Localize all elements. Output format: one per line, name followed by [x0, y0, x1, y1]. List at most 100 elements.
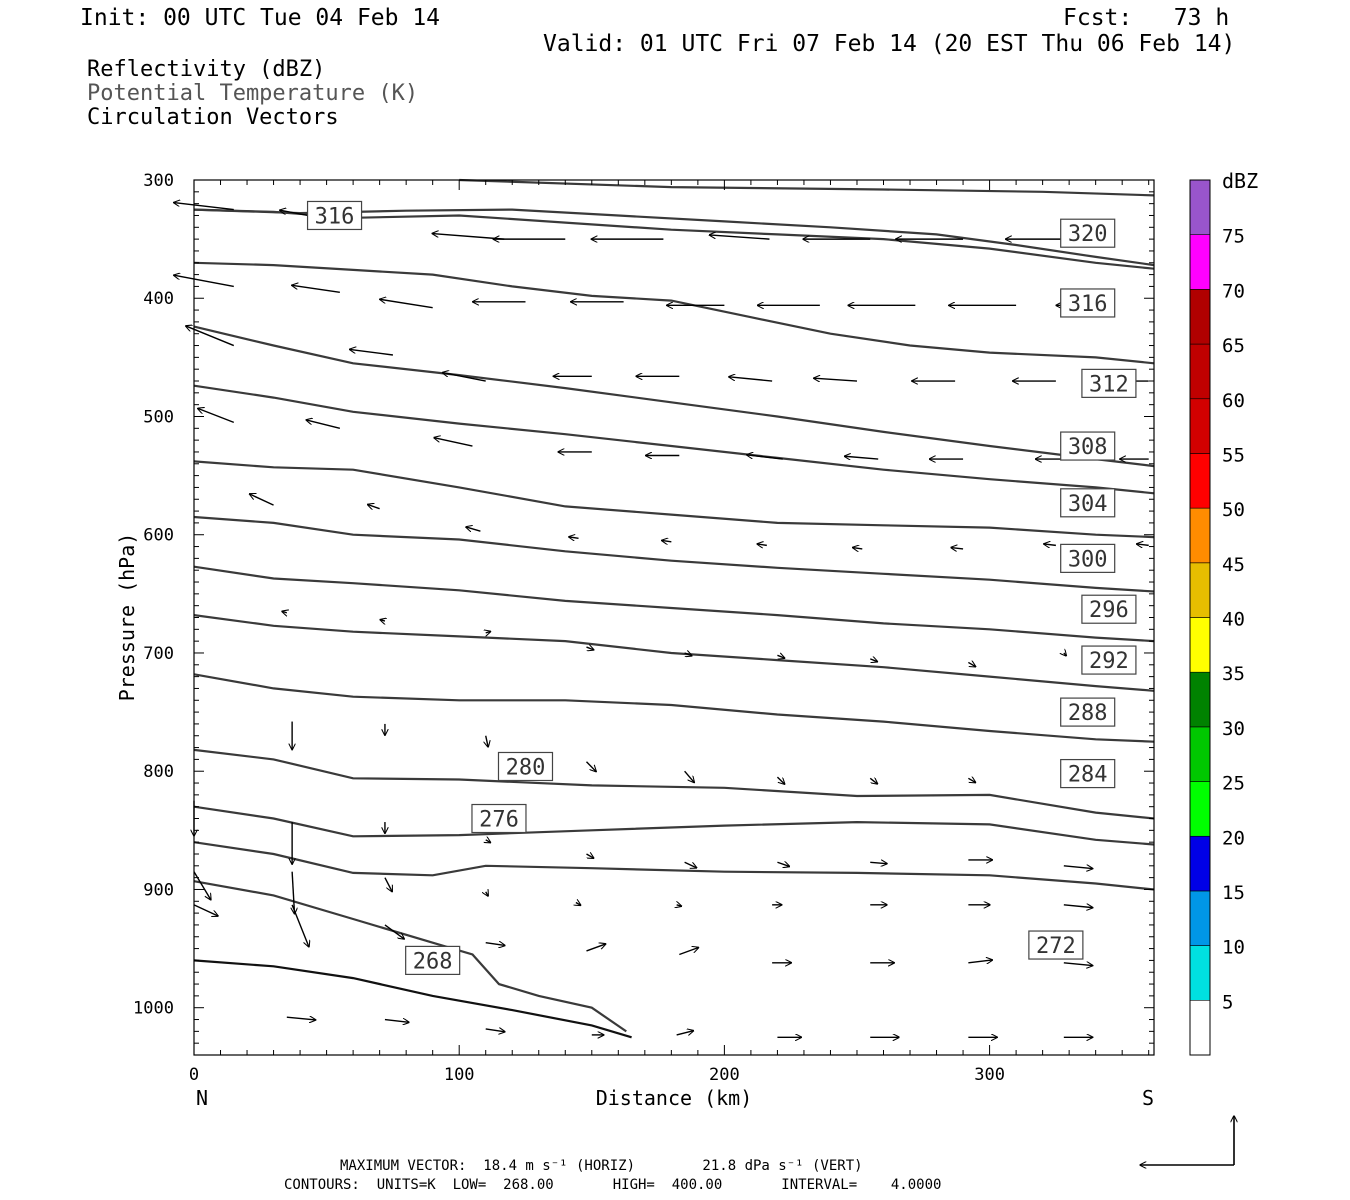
- vector-arrow: [292, 285, 340, 294]
- vector-arrow: [380, 620, 385, 621]
- vector-arrow: [198, 408, 235, 424]
- colorbar-level-label: 5: [1222, 991, 1233, 1013]
- vector-arrow: [684, 653, 692, 656]
- vector-arrow: [1063, 905, 1093, 908]
- x-axis-label: Distance (km): [596, 1086, 753, 1110]
- vector-arrow: [870, 862, 887, 863]
- vector-arrow: [1044, 544, 1056, 545]
- field-potential-temperature: Potential Temperature (K): [87, 81, 419, 106]
- y-tick-label: 500: [143, 407, 174, 427]
- contour-label-box: [1028, 930, 1084, 960]
- contour-label: 268: [413, 949, 453, 974]
- vector-arrow: [384, 1020, 409, 1023]
- contour-label: 292: [1089, 649, 1129, 674]
- colorbar-swatch: [1189, 453, 1211, 509]
- vector-arrow: [777, 655, 784, 658]
- y-tick-label: 900: [143, 880, 174, 900]
- y-tick-label: 300: [143, 171, 174, 191]
- contour-296: [193, 565, 1155, 643]
- x-tick-label: 100: [444, 1065, 475, 1085]
- colorbar-swatch: [1189, 289, 1211, 345]
- vector-arrow: [679, 947, 698, 956]
- max-vector-footnote: MAXIMUM VECTOR: 18.4 m s⁻¹ (HORIZ) 21.8 …: [340, 1158, 863, 1174]
- vector-arrow: [186, 326, 235, 347]
- contour-label: 276: [479, 808, 519, 833]
- vector-arrow: [292, 871, 294, 914]
- colorbar-swatch: [1189, 179, 1211, 235]
- colorbar-level-label: 60: [1222, 390, 1245, 412]
- colorbar-level-label: 55: [1222, 444, 1245, 466]
- y-tick-label: 1000: [133, 999, 174, 1019]
- vector-arrow: [586, 647, 593, 650]
- vector-arrow: [193, 904, 218, 916]
- contour-308: [193, 384, 1155, 495]
- contour-288: [193, 673, 1155, 743]
- contour-label: 304: [1068, 492, 1108, 517]
- vector-arrow: [853, 548, 863, 549]
- colorbar-level-label: 40: [1222, 609, 1245, 631]
- vector-arrow: [968, 662, 975, 666]
- vector-arrow: [384, 877, 392, 892]
- field-reflectivity: Reflectivity (dBZ): [87, 57, 326, 82]
- contour-label: 300: [1068, 547, 1108, 572]
- contour-300: [193, 515, 1155, 593]
- y-tick-label: 800: [143, 762, 174, 782]
- colorbar-level-label: 65: [1222, 335, 1245, 357]
- theta-contours: [193, 178, 1155, 1039]
- colorbar-swatch: [1189, 234, 1211, 290]
- contour-label: 296: [1089, 598, 1129, 623]
- vector-arrow: [291, 904, 309, 947]
- vector-arrow: [585, 761, 596, 772]
- contour-280: [193, 805, 1155, 846]
- vector-arrow: [776, 776, 784, 784]
- x-tick-label: 200: [709, 1065, 740, 1085]
- vector-arrow: [466, 527, 481, 531]
- contour-label: 316: [315, 204, 355, 229]
- x-tick-label: 300: [974, 1065, 1005, 1085]
- vector-arrow: [845, 456, 879, 459]
- colorbar-level-label: 15: [1222, 882, 1245, 904]
- field-circulation-vectors: Circulation Vectors: [87, 105, 339, 130]
- contour-label: 312: [1089, 372, 1129, 397]
- colorbar-swatch: [1189, 835, 1211, 892]
- vector-arrow: [486, 840, 491, 843]
- vector-arrow: [869, 778, 877, 784]
- y-axis-label: Pressure (hPa): [115, 533, 139, 702]
- vector-arrow: [486, 631, 491, 632]
- vector-arrow: [368, 505, 380, 509]
- vector-arrow: [968, 960, 992, 963]
- vector-arrow: [676, 1031, 694, 1035]
- vector-arrow: [174, 203, 234, 211]
- contour-label-box: [1081, 594, 1137, 624]
- colorbar-level-label: 20: [1222, 827, 1245, 849]
- vector-arrow: [174, 275, 234, 288]
- colorbar-swatch: [1189, 562, 1211, 618]
- vector-arrow: [869, 659, 877, 662]
- vector-arrow: [757, 544, 767, 545]
- vector-arrow: [1063, 866, 1093, 869]
- vector-arrow: [951, 548, 964, 549]
- contour-284: [193, 748, 1155, 820]
- contour-label: 272: [1036, 934, 1076, 959]
- valid-time: Valid: 01 UTC Fri 07 Feb 14 (20 EST Thu …: [543, 31, 1236, 57]
- contour-info-footnote: CONTOURS: UNITS=K LOW= 268.00 HIGH= 400.…: [284, 1177, 942, 1193]
- x-end-label-right: S: [1142, 1086, 1154, 1110]
- colorbar-swatch: [1189, 343, 1211, 400]
- contour-label-box: [471, 803, 527, 834]
- x-end-label-left: N: [196, 1086, 208, 1110]
- contour-label-box: [405, 945, 461, 976]
- init-time: Init: 00 UTC Tue 04 Feb 14: [80, 5, 441, 31]
- colorbar-level-label: 50: [1222, 499, 1245, 521]
- vector-arrow: [684, 861, 697, 868]
- contour-312: [193, 325, 1155, 468]
- contour-276: [193, 841, 1155, 891]
- vector-arrow: [1063, 963, 1093, 966]
- x-tick-label: 0: [189, 1065, 199, 1085]
- contour-label: 316: [1068, 292, 1108, 317]
- y-tick-label: 700: [143, 644, 174, 664]
- contour-label: 308: [1068, 435, 1108, 460]
- contour-labels: 268 272 276 280 284 288 292 296 300 304 308 312 316 3…: [306, 200, 1137, 976]
- contour-316: [193, 208, 1155, 267]
- axes: 300 400 500 600 700 800 900 1000 0 100 200 300: [133, 171, 1155, 1085]
- plot-frame: [193, 179, 1155, 1056]
